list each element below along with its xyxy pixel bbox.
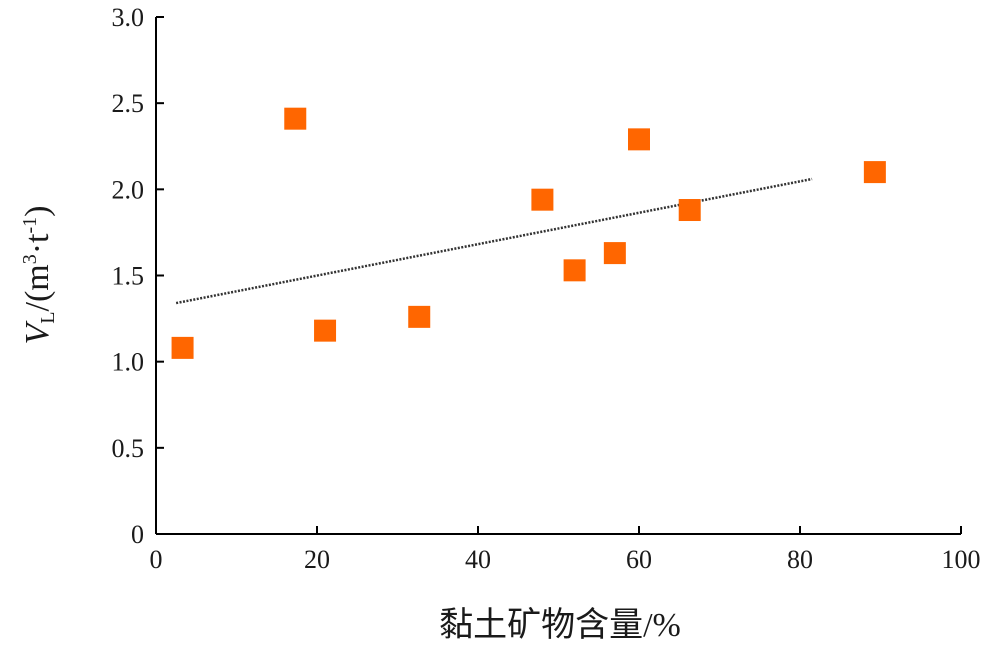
x-tick-label: 60 — [626, 545, 652, 574]
y-axis-units-sup2: -1 — [19, 217, 41, 234]
data-point — [284, 107, 307, 130]
x-tick-label: 0 — [150, 545, 163, 574]
y-axis-units-prefix: /(m — [19, 264, 56, 311]
data-points — [171, 107, 886, 359]
data-point — [531, 188, 554, 211]
x-tick-label: 40 — [465, 545, 491, 574]
data-point — [863, 161, 886, 184]
data-point — [603, 242, 626, 265]
data-point — [408, 305, 431, 328]
y-axis-label: VL/(m3·t-1) — [19, 206, 59, 345]
x-tick-label: 80 — [787, 545, 813, 574]
data-point — [314, 319, 337, 342]
data-point — [171, 336, 194, 359]
x-tick-label: 20 — [304, 545, 330, 574]
data-point — [678, 199, 701, 222]
y-tick-label: 2.5 — [112, 89, 145, 118]
y-axis-units-sup1: 3 — [19, 254, 41, 264]
x-axis-ticks: 0 20 40 60 80 100 — [150, 526, 981, 574]
data-point — [628, 128, 650, 151]
axes — [155, 17, 961, 535]
x-axis-label: 黏土矿物含量/% — [439, 606, 681, 644]
y-axis-units-mid: ·t — [19, 233, 56, 254]
y-tick-label: 0 — [131, 520, 144, 549]
y-axis-ticks: 0 0.5 1.0 1.5 2.0 2.5 3.0 — [112, 3, 164, 549]
data-point — [563, 259, 586, 282]
y-tick-label: 1.0 — [112, 348, 145, 377]
y-tick-label: 1.5 — [112, 262, 145, 291]
y-tick-label: 0.5 — [112, 434, 145, 463]
trendline — [175, 177, 813, 305]
y-tick-label: 2.0 — [112, 175, 145, 204]
x-tick-label: 100 — [942, 545, 981, 574]
y-axis-units-suffix: ) — [19, 206, 56, 217]
y-axis-subscript: L — [37, 312, 59, 324]
trendline-group — [175, 177, 813, 305]
y-tick-label: 3.0 — [112, 3, 145, 32]
